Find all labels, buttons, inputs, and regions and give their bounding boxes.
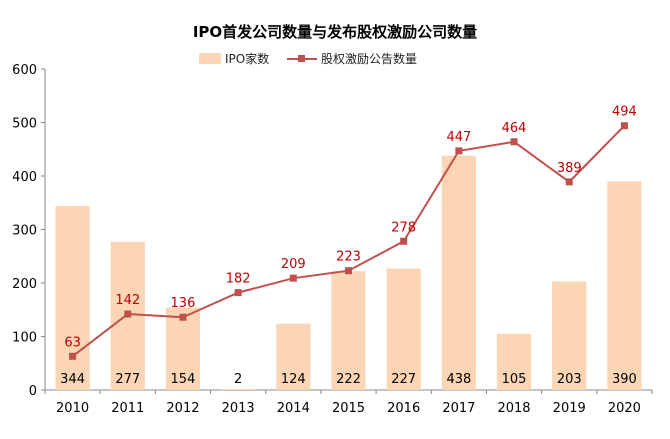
- line-point: [565, 178, 573, 186]
- y-tick-label: 300: [12, 224, 37, 239]
- line-series: [69, 122, 628, 360]
- line-data-label: 209: [281, 257, 306, 272]
- line-point: [400, 237, 408, 245]
- x-tick-label: 2013: [222, 401, 255, 416]
- line-point: [289, 274, 297, 282]
- bar: [496, 333, 532, 390]
- bar-data-label: 124: [281, 372, 306, 387]
- x-tick-label: 2014: [277, 401, 310, 416]
- bar: [221, 388, 256, 390]
- bar-data-label: 2: [234, 372, 242, 387]
- y-tick-label: 200: [12, 277, 37, 292]
- y-tick-label: 100: [12, 331, 37, 346]
- line-data-label: 494: [612, 105, 637, 120]
- x-tick-label: 2011: [111, 401, 144, 416]
- bar-data-label: 344: [60, 372, 85, 387]
- bar: [165, 307, 201, 390]
- x-tick-label: 2020: [608, 401, 641, 416]
- line-data-label: 63: [64, 335, 81, 350]
- bar-data-label: 438: [446, 372, 471, 387]
- line-data-label: 278: [391, 220, 416, 235]
- line-point: [69, 352, 77, 360]
- y-axis: 0 100 200 300 400 500 600: [12, 63, 46, 399]
- line-data-label: 142: [115, 293, 140, 308]
- legend-bar-swatch: [199, 53, 221, 64]
- x-tick-label: 2017: [442, 401, 475, 416]
- legend: IPO家数 股权激励公告数量: [199, 51, 417, 66]
- y-tick-label: 600: [12, 63, 37, 78]
- line-data-label: 182: [226, 272, 251, 287]
- line-data-label: 389: [557, 161, 582, 176]
- y-tick-label: 500: [12, 117, 37, 132]
- line-data-label: 136: [171, 296, 196, 311]
- line-point: [124, 310, 132, 318]
- line-point: [345, 267, 352, 275]
- bar-data-label: 203: [557, 372, 582, 387]
- bar: [607, 181, 642, 390]
- bars: [55, 155, 642, 390]
- line-data-label: 447: [446, 130, 471, 145]
- y-tick-label: 0: [29, 384, 37, 399]
- line-point: [234, 289, 242, 297]
- line-point: [620, 122, 628, 130]
- line-point: [455, 147, 463, 155]
- x-tick-label: 2012: [166, 401, 199, 416]
- bar: [386, 268, 421, 390]
- x-tick-label: 2016: [387, 401, 420, 416]
- bar-data-label: 154: [171, 372, 196, 387]
- line-data-label: 223: [336, 250, 361, 265]
- x-tick-label: 2010: [56, 401, 89, 416]
- legend-line-marker: [298, 55, 305, 62]
- x-tick-label: 2019: [553, 401, 586, 416]
- line-labels: 63 142 136 182 209 223 278 447 464 389 494: [64, 105, 637, 351]
- bar: [441, 155, 476, 390]
- x-tick-label: 2018: [497, 401, 530, 416]
- bar-labels: 344 277 154 2 124 222 227 438 105 203 390: [60, 372, 637, 387]
- legend-line-label: 股权激励公告数量: [321, 51, 417, 66]
- line-point: [510, 138, 518, 146]
- bar-data-label: 222: [336, 372, 361, 387]
- bar: [331, 271, 366, 390]
- bar-data-label: 227: [391, 372, 416, 387]
- bar: [276, 323, 311, 390]
- bar: [55, 205, 90, 390]
- bar: [552, 281, 587, 390]
- y-tick-label: 400: [12, 170, 37, 185]
- bar-data-label: 277: [115, 372, 140, 387]
- legend-bar-label: IPO家数: [225, 51, 269, 66]
- x-tick-label: 2015: [332, 401, 365, 416]
- bar-data-label: 105: [502, 372, 527, 387]
- x-axis: 2010 2011 2012 2013 2014 2015 2016 2017 2018 2019…: [44, 389, 653, 416]
- bar-data-label: 390: [612, 372, 637, 387]
- chart-title: IPO首发公司数量与发布股权激励公司数量: [193, 23, 477, 41]
- line-data-label: 464: [502, 121, 527, 136]
- line-point: [179, 313, 187, 321]
